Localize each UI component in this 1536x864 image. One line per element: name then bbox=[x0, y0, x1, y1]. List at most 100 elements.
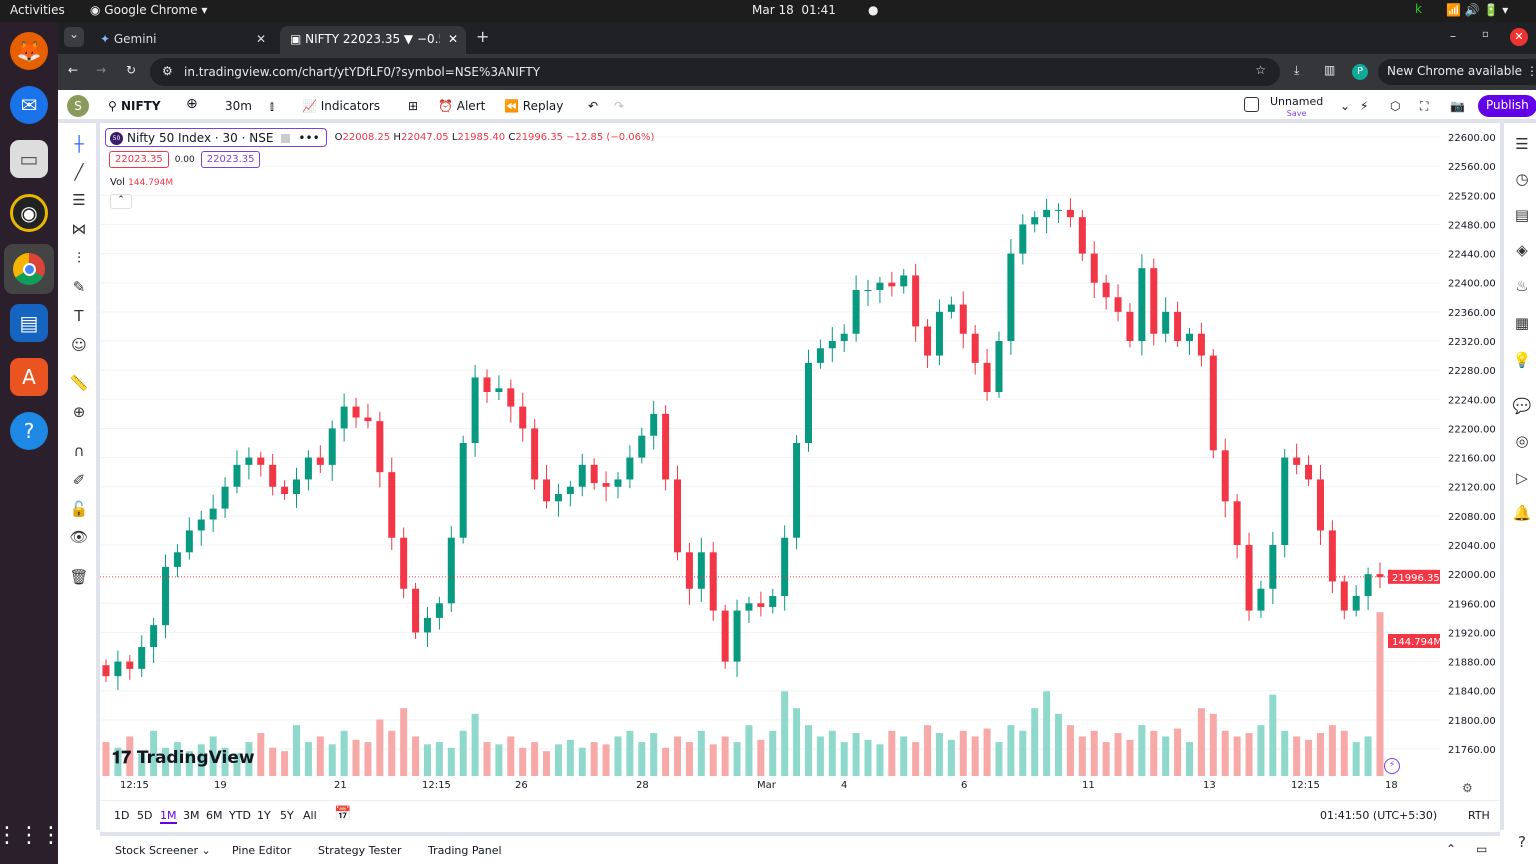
app-menu[interactable]: ◉ Google Chrome ▾ bbox=[90, 3, 208, 17]
notifications-bell-icon[interactable]: 🔔 bbox=[1512, 504, 1532, 522]
back-button[interactable]: ← bbox=[68, 63, 79, 77]
help-circle-icon[interactable]: ? bbox=[1518, 833, 1526, 851]
activities-button[interactable]: Activities bbox=[10, 3, 65, 17]
user-avatar[interactable]: S bbox=[67, 95, 89, 117]
files-icon[interactable]: ▭ bbox=[10, 140, 48, 178]
close-window-button[interactable]: ✕ bbox=[1510, 28, 1528, 46]
expand-panel-icon[interactable]: ⌃ bbox=[1446, 842, 1457, 856]
replay-play-icon[interactable]: ▷ bbox=[1516, 469, 1528, 487]
trash-icon[interactable]: 🗑 bbox=[69, 568, 89, 586]
stay-drawing-icon[interactable]: ✐ bbox=[72, 471, 86, 489]
side-panel-icon[interactable]: ▥ bbox=[1324, 63, 1336, 77]
clock[interactable]: Mar 18 01:41 bbox=[752, 3, 836, 17]
trend-line-icon[interactable]: ╱ bbox=[74, 163, 84, 181]
lock-icon[interactable]: 🔓 bbox=[69, 500, 89, 518]
show-apps-icon[interactable]: ⋮⋮⋮ bbox=[0, 822, 62, 848]
download-icon[interactable]: ⤓ bbox=[1294, 63, 1300, 77]
writer-icon[interactable]: ▤ bbox=[10, 304, 48, 342]
chart-type-candles-icon[interactable]: ⫾ bbox=[270, 99, 274, 113]
data-window-icon[interactable]: ▤ bbox=[1514, 206, 1530, 224]
fullscreen-icon[interactable]: ⛶ bbox=[1420, 99, 1429, 113]
timezone-label[interactable]: 01:41:50 (UTC+5:30) bbox=[1320, 809, 1438, 822]
quick-search-icon[interactable]: ⚡ bbox=[1360, 99, 1369, 113]
symbol-search-button[interactable]: ⚲ NIFTY bbox=[108, 99, 161, 113]
ruler-icon[interactable]: 📏 bbox=[69, 374, 89, 392]
chart-settings-gear-icon[interactable]: ⚙ bbox=[1462, 781, 1473, 795]
tab-search-button[interactable]: ⌄ bbox=[64, 27, 84, 47]
interval-button[interactable]: 30m bbox=[225, 99, 252, 113]
firefox-icon[interactable]: 🦊 bbox=[10, 32, 48, 70]
price-axis[interactable]: 22600.00 22560.00 22520.00 22480.00 22440.00… bbox=[1388, 123, 1500, 800]
magnet-icon[interactable]: ∩ bbox=[73, 442, 85, 460]
profile-avatar[interactable]: P bbox=[1352, 64, 1368, 80]
hide-icon[interactable]: 👁 bbox=[69, 528, 89, 546]
thunderbird-icon[interactable]: ✉ bbox=[10, 86, 48, 124]
tab-gemini[interactable]: ✦ Gemini ✕ bbox=[90, 26, 276, 54]
site-info-icon[interactable]: ⚙ bbox=[162, 64, 173, 78]
new-tab-button[interactable]: + bbox=[476, 27, 490, 46]
prediction-icon[interactable]: ⫶ bbox=[77, 249, 81, 267]
chat-icon[interactable]: 💬 bbox=[1512, 397, 1532, 415]
fib-retracement-icon[interactable]: ☰ bbox=[72, 191, 86, 209]
range-5y[interactable]: 5Y bbox=[280, 809, 294, 822]
app-center-icon[interactable]: A bbox=[10, 358, 48, 396]
alerts-clock-icon[interactable]: ◷ bbox=[1515, 170, 1529, 188]
more-options-icon[interactable]: ••• bbox=[298, 131, 320, 145]
kdeconnect-icon[interactable]: k bbox=[1415, 2, 1422, 16]
session-label[interactable]: RTH bbox=[1468, 809, 1490, 822]
chrome-dock-icon[interactable] bbox=[4, 244, 54, 294]
hotlist-flame-icon[interactable]: ♨ bbox=[1515, 277, 1529, 295]
tab-stock-screener[interactable]: Stock Screener ⌄ bbox=[115, 844, 211, 857]
alert-button[interactable]: ⏰ Alert bbox=[438, 99, 485, 113]
close-tab-icon[interactable]: ✕ bbox=[255, 32, 266, 46]
range-1m[interactable]: 1M bbox=[160, 809, 177, 824]
watchlist-icon[interactable]: ☰ bbox=[1515, 135, 1529, 153]
flag-icon[interactable] bbox=[281, 133, 291, 143]
close-tab-icon[interactable]: ✕ bbox=[447, 32, 458, 46]
brush-icon[interactable]: ✎ bbox=[72, 278, 86, 296]
templates-icon[interactable]: ⊞ bbox=[408, 99, 419, 113]
symbol-legend[interactable]: 50 Nifty 50 Index · 30 · NSE ••• bbox=[105, 128, 327, 147]
replay-button[interactable]: ⏪ Replay bbox=[504, 99, 563, 113]
go-to-date-calendar-icon[interactable]: 📅 bbox=[334, 806, 352, 822]
system-tray-icons[interactable]: 📶 🔊 🔋 ▾ bbox=[1446, 3, 1509, 17]
minimize-button[interactable]: – bbox=[1450, 29, 1456, 43]
range-6m[interactable]: 6M bbox=[206, 809, 223, 822]
layout-name-button[interactable]: Unnamed Save bbox=[1270, 96, 1323, 119]
range-3m[interactable]: 3M bbox=[183, 809, 200, 822]
publish-button[interactable]: Publish bbox=[1478, 95, 1536, 117]
undo-button[interactable]: ↶ bbox=[588, 99, 599, 113]
zoom-in-icon[interactable]: ⊕ bbox=[72, 403, 86, 421]
update-chrome-button[interactable]: New Chrome available ⋮ bbox=[1378, 59, 1536, 85]
forward-button[interactable]: → bbox=[96, 63, 107, 77]
tab-strategy-tester[interactable]: Strategy Tester bbox=[318, 844, 402, 857]
rhythmbox-icon[interactable]: ◉ bbox=[10, 194, 48, 232]
layout-select-icon[interactable] bbox=[1244, 97, 1259, 112]
emoji-icon[interactable]: ☺ bbox=[71, 336, 87, 354]
tab-pine-editor[interactable]: Pine Editor bbox=[232, 844, 292, 857]
tab-nifty[interactable]: ▣ NIFTY 22023.35 ▼ −0.56% ✕ bbox=[280, 26, 466, 54]
streams-icon[interactable]: ◎ bbox=[1515, 432, 1529, 450]
range-ytd[interactable]: YTD bbox=[229, 809, 251, 822]
range-all[interactable]: All bbox=[303, 809, 317, 822]
reload-button[interactable]: ↻ bbox=[126, 63, 137, 77]
range-1d[interactable]: 1D bbox=[114, 809, 130, 822]
screenshot-icon[interactable]: 📷 bbox=[1450, 99, 1465, 113]
url-field[interactable]: ⚙ in.tradingview.com/chart/ytYDfLF0/?sym… bbox=[150, 58, 1280, 86]
crosshair-icon[interactable]: ┼ bbox=[74, 135, 84, 153]
events-lightning-icon[interactable]: ⚡ bbox=[1384, 758, 1400, 774]
settings-icon[interactable]: ⬡ bbox=[1390, 99, 1401, 113]
ideas-bulb-icon[interactable]: 💡 bbox=[1512, 351, 1532, 369]
range-1y[interactable]: 1Y bbox=[257, 809, 271, 822]
maximize-panel-icon[interactable]: ▭ bbox=[1476, 842, 1488, 856]
tab-trading-panel[interactable]: Trading Panel bbox=[428, 844, 502, 857]
buy-button[interactable]: 22023.35 bbox=[200, 151, 261, 168]
bookmark-star-icon[interactable]: ☆ bbox=[1255, 63, 1266, 77]
indicators-button[interactable]: 📈 Indicators bbox=[302, 99, 380, 113]
help-icon[interactable]: ? bbox=[10, 412, 48, 450]
redo-button[interactable]: ↷ bbox=[614, 99, 625, 113]
pattern-icon[interactable]: ⋈ bbox=[71, 220, 87, 238]
chart-pane[interactable]: 22600.00 22560.00 22520.00 22480.00 22440.00… bbox=[100, 123, 1500, 800]
time-axis[interactable]: 12:15 19 21 12:15 26 28 Mar 4 6 11 13 12:15 18 bbox=[100, 780, 1440, 796]
calendar-icon[interactable]: ▦ bbox=[1514, 314, 1530, 332]
